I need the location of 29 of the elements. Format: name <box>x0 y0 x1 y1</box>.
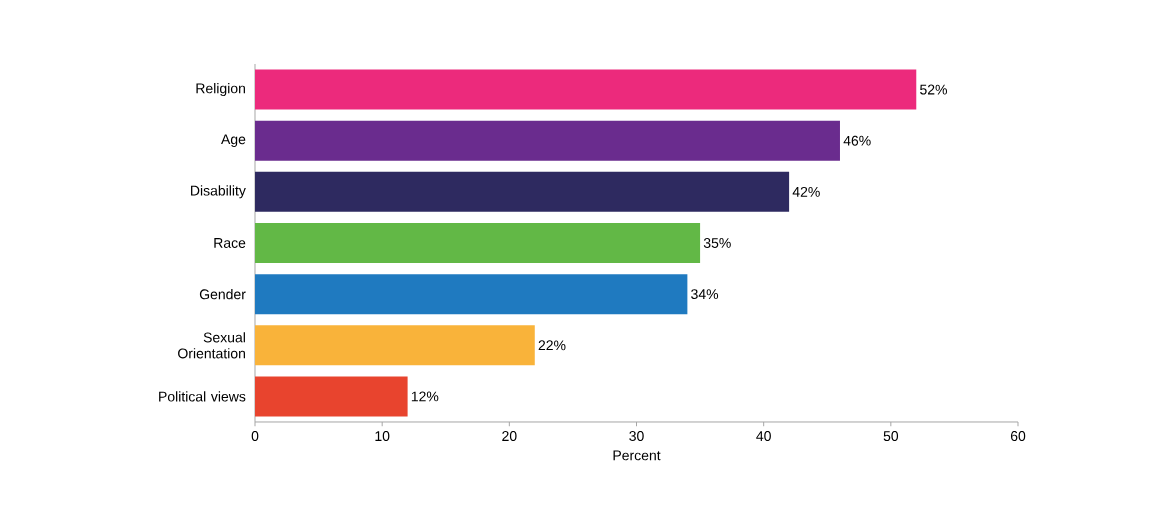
x-tick-label: 60 <box>1010 431 1026 442</box>
y-tick-label: Race <box>214 238 246 248</box>
y-tick-label: Political views <box>159 391 246 402</box>
x-axis-title: Percent <box>613 450 661 461</box>
y-tick-label: Disability <box>191 185 246 199</box>
bar <box>255 274 688 315</box>
y-tick-label: Gender <box>199 288 246 300</box>
x-tick-label: 10 <box>375 431 390 442</box>
y-tick-label: Age <box>221 134 246 147</box>
data-label: 35% <box>703 238 731 248</box>
data-label: 52% <box>920 84 947 95</box>
bar <box>255 171 790 212</box>
x-tick-label: 50 <box>883 431 899 442</box>
bar <box>255 376 408 417</box>
data-label: 46% <box>843 135 871 146</box>
data-label: 42% <box>792 186 820 197</box>
y-tick-label: Sexual Orientation <box>178 332 245 359</box>
x-tick-label: 20 <box>502 431 517 442</box>
x-tick-label: 0 <box>251 431 259 442</box>
data-label: 22% <box>538 340 566 351</box>
y-tick-label: Religion <box>196 83 245 97</box>
bar <box>255 69 917 110</box>
data-label: 12% <box>411 391 439 402</box>
x-tick-label: 40 <box>756 431 771 442</box>
bar <box>255 120 840 161</box>
bar <box>255 325 535 366</box>
bar <box>255 222 701 263</box>
x-tick-label: 30 <box>629 431 644 442</box>
data-label: 34% <box>691 289 719 300</box>
